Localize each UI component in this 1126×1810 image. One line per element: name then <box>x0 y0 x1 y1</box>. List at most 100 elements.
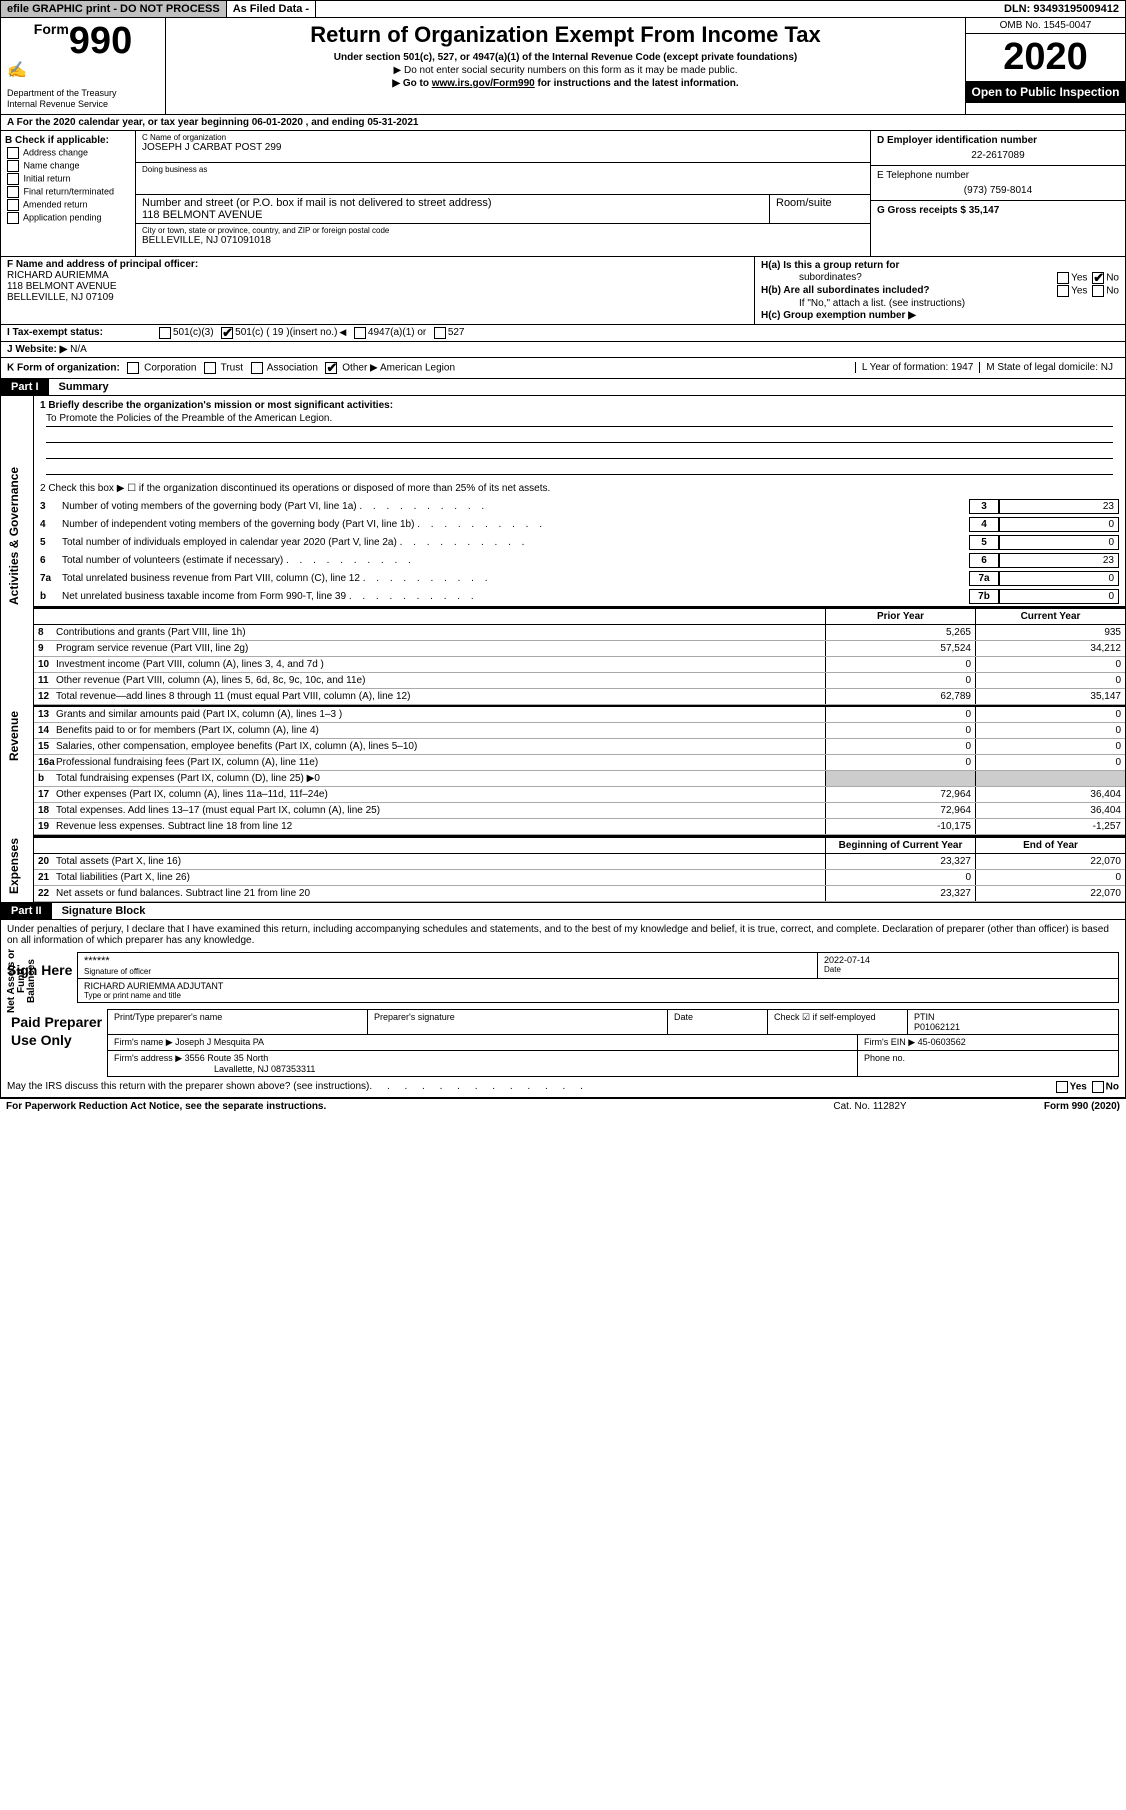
summary-line: 6Total number of volunteers (estimate if… <box>34 552 1125 570</box>
corp-checkbox[interactable] <box>127 362 139 374</box>
phone-value: (973) 759-8014 <box>877 181 1119 196</box>
data-line: 9Program service revenue (Part VIII, lin… <box>34 641 1125 657</box>
dba-row: Doing business as <box>136 163 870 195</box>
row-a-tax-year: A For the 2020 calendar year, or tax yea… <box>0 115 1126 131</box>
summary-line: 7aTotal unrelated business revenue from … <box>34 570 1125 588</box>
501c-checkbox[interactable] <box>221 327 233 339</box>
colb-checkbox[interactable] <box>7 160 19 172</box>
col-h-group: H(a) Is this a group return for subordin… <box>755 257 1125 324</box>
ha-yes-checkbox[interactable] <box>1057 272 1069 284</box>
signature-block: Under penalties of perjury, I declare th… <box>0 920 1126 1098</box>
col-b-header: B Check if applicable: <box>5 135 131 146</box>
colb-item: Application pending <box>5 212 131 224</box>
row-i-tax-status: I Tax-exempt status: 501(c)(3) 501(c) ( … <box>0 324 1126 341</box>
page-footer: For Paperwork Reduction Act Notice, see … <box>0 1098 1126 1114</box>
header-right: OMB No. 1545-0047 2020 Open to Public In… <box>965 18 1125 114</box>
discuss-yes-checkbox[interactable] <box>1056 1081 1068 1093</box>
summary-line: 3Number of voting members of the governi… <box>34 498 1125 516</box>
vtab-expenses: Expenses <box>7 806 21 926</box>
colb-checkbox[interactable] <box>7 199 19 211</box>
summary-line: bNet unrelated business taxable income f… <box>34 588 1125 606</box>
colb-item: Address change <box>5 147 131 159</box>
sign-here-row: Sign Here ****** Signature of officer 20… <box>7 952 1119 1003</box>
data-line: bTotal fundraising expenses (Part IX, co… <box>34 771 1125 787</box>
data-line: 16aProfessional fundraising fees (Part I… <box>34 755 1125 771</box>
tax-year: 2020 <box>966 34 1125 81</box>
signature-icon: ✍ <box>7 60 159 80</box>
part2-header: Part II Signature Block <box>0 903 1126 920</box>
section-fh: F Name and address of principal officer:… <box>0 256 1126 324</box>
data-line: 21Total liabilities (Part X, line 26) 00 <box>34 870 1125 886</box>
colb-checkbox[interactable] <box>7 212 19 224</box>
officer-typed-name: RICHARD AURIEMMA ADJUTANT Type or print … <box>78 979 1118 1002</box>
colb-item: Initial return <box>5 173 131 185</box>
colb-checkbox[interactable] <box>7 173 19 185</box>
data-line: 17Other expenses (Part IX, column (A), l… <box>34 787 1125 803</box>
as-filed: As Filed Data - <box>227 1 316 17</box>
city-row: City or town, state or province, country… <box>136 224 870 256</box>
revenue-col-header: Prior Year Current Year <box>34 608 1125 625</box>
year-formation: L Year of formation: 1947 <box>855 362 979 373</box>
colb-item: Final return/terminated <box>5 186 131 198</box>
balance-col-header: Beginning of Current Year End of Year <box>34 837 1125 854</box>
hb-no-checkbox[interactable] <box>1092 285 1104 297</box>
omb-number: OMB No. 1545-0047 <box>966 18 1125 34</box>
org-name: JOSEPH J CARBAT POST 299 <box>142 142 864 153</box>
summary-line: 5Total number of individuals employed in… <box>34 534 1125 552</box>
header-center: Return of Organization Exempt From Incom… <box>166 18 965 114</box>
other-checkbox[interactable] <box>325 362 337 374</box>
form-note-1: ▶ Do not enter social security numbers o… <box>174 65 957 76</box>
data-line: 10Investment income (Part VIII, column (… <box>34 657 1125 673</box>
row-k-org-form: K Form of organization: Corporation Trus… <box>0 358 1126 379</box>
col-c-org-info: C Name of organization JOSEPH J CARBAT P… <box>136 131 870 256</box>
ein-row: D Employer identification number 22-2617… <box>871 131 1125 166</box>
officer-name: RICHARD AURIEMMA <box>7 270 748 281</box>
assoc-checkbox[interactable] <box>251 362 263 374</box>
summary-body: Activities & Governance Revenue Expenses… <box>0 396 1126 903</box>
trust-checkbox[interactable] <box>204 362 216 374</box>
address-row: Number and street (or P.O. box if mail i… <box>136 195 870 224</box>
street-address: 118 BELMONT AVENUE <box>142 209 763 221</box>
data-line: 20Total assets (Part X, line 16) 23,3272… <box>34 854 1125 870</box>
form-subtitle: Under section 501(c), 527, or 4947(a)(1)… <box>174 52 957 63</box>
paid-preparer-row: Paid Preparer Use Only Print/Type prepar… <box>7 1009 1119 1077</box>
form-note-2: ▶ Go to www.irs.gov/Form990 for instruct… <box>174 78 957 89</box>
col-b-checkboxes: B Check if applicable: Address change Na… <box>1 131 136 256</box>
firm-address: 3556 Route 35 North <box>185 1053 269 1063</box>
state-domicile: M State of legal domicile: NJ <box>979 362 1119 373</box>
discuss-no-checkbox[interactable] <box>1092 1081 1104 1093</box>
col-de: D Employer identification number 22-2617… <box>870 131 1125 256</box>
4947-checkbox[interactable] <box>354 327 366 339</box>
hb-yes-checkbox[interactable] <box>1057 285 1069 297</box>
city-state-zip: BELLEVILLE, NJ 071091018 <box>142 235 864 246</box>
row-j-website: J Website: ▶ N/A <box>0 341 1126 358</box>
open-inspection: Open to Public Inspection <box>966 81 1125 103</box>
data-line: 19Revenue less expenses. Subtract line 1… <box>34 819 1125 835</box>
form-title: Return of Organization Exempt From Incom… <box>174 22 957 48</box>
ha-no-checkbox[interactable] <box>1092 272 1104 284</box>
org-name-row: C Name of organization JOSEPH J CARBAT P… <box>136 131 870 163</box>
data-line: 12Total revenue—add lines 8 through 11 (… <box>34 689 1125 705</box>
header-left: Form990 ✍ Department of the Treasury Int… <box>1 18 166 114</box>
527-checkbox[interactable] <box>434 327 446 339</box>
ein-value: 22-2617089 <box>877 146 1119 161</box>
501c3-checkbox[interactable] <box>159 327 171 339</box>
data-line: 14Benefits paid to or for members (Part … <box>34 723 1125 739</box>
principal-officer: F Name and address of principal officer:… <box>1 257 755 324</box>
colb-item: Name change <box>5 160 131 172</box>
colb-item: Amended return <box>5 199 131 211</box>
dln: DLN: 93493195009412 <box>998 1 1125 17</box>
gross-receipts-row: G Gross receipts $ 35,147 <box>871 201 1125 220</box>
line-2: 2 Check this box ▶ ☐ if the organization… <box>34 479 1125 498</box>
vtab-governance: Activities & Governance <box>7 436 21 636</box>
colb-checkbox[interactable] <box>7 186 19 198</box>
irs-link[interactable]: www.irs.gov/Form990 <box>432 78 535 89</box>
department: Department of the Treasury Internal Reve… <box>7 88 159 110</box>
efile-notice: efile GRAPHIC print - DO NOT PROCESS <box>1 1 227 17</box>
firm-ein: 45-0603562 <box>918 1037 966 1047</box>
section-bcde: B Check if applicable: Address change Na… <box>0 131 1126 256</box>
officer-signature: ****** Signature of officer <box>78 953 818 978</box>
colb-checkbox[interactable] <box>7 147 19 159</box>
sign-date: 2022-07-14 Date <box>818 953 1118 978</box>
form-header: Form990 ✍ Department of the Treasury Int… <box>0 18 1126 115</box>
